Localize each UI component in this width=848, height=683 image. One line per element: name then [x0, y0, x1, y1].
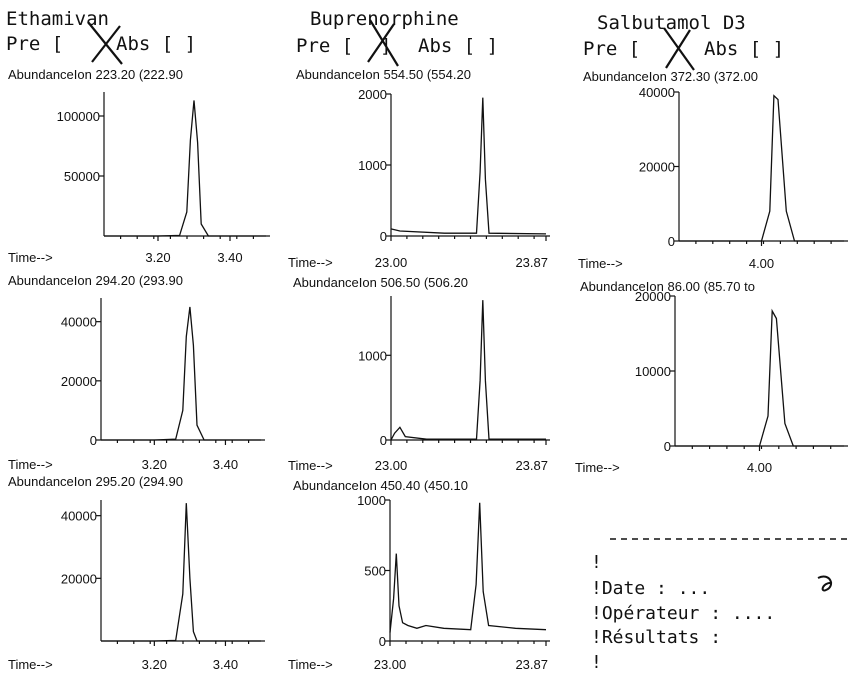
series-line [101, 306, 261, 441]
y-tick-label: 100000 [57, 109, 100, 124]
y-tick-label: 20000 [61, 571, 97, 586]
y-tick-label: 0 [380, 433, 387, 448]
x-axis-label: Time--> [578, 256, 623, 271]
x-tick-label: 3.20 [145, 250, 170, 265]
y-tick-label: 0 [664, 439, 671, 454]
y-tick-label: 1000 [357, 493, 386, 508]
y-tick-label: 50000 [64, 169, 100, 184]
series-line [390, 97, 547, 235]
pre-label-buprenorphine: Pre [ [296, 35, 353, 57]
x-axis-label: Time--> [575, 460, 620, 475]
date-label: !Date : ... [591, 578, 710, 599]
x-tick-label: 23.00 [375, 458, 408, 473]
series-line [389, 502, 547, 633]
x-axis-label: Time--> [8, 250, 53, 265]
pre-label-salbutamol: Pre [ [583, 38, 640, 60]
chart-panel-6: AbundanceIon 86.00 (85.70 to 0 10000 20000 T… [575, 279, 848, 475]
chart-title: AbundanceIon 295.20 (294.90 [8, 474, 183, 489]
y-tick-label: 0 [668, 234, 675, 249]
x-tick-label: 3.20 [142, 657, 167, 672]
checkmark-cross-icon [663, 27, 695, 71]
chart-title: AbundanceIon 506.50 (506.20 [293, 275, 468, 290]
operator-label: !Opérateur : .... [591, 603, 775, 624]
chart-panel-5: AbundanceIon 506.50 (506.20 0 1000 Time--> 2… [288, 275, 550, 473]
x-tick-label: 4.00 [747, 460, 772, 475]
chart-title: AbundanceIon 372.30 (372.00 [583, 69, 758, 84]
x-tick-label: 23.87 [515, 255, 548, 270]
y-tick-label: 2000 [358, 87, 387, 102]
chart-grid: AbundanceIon 223.20 (222.9050000100000Ti… [8, 67, 848, 672]
x-axis-label: Time--> [288, 255, 333, 270]
x-tick-label: 23.00 [374, 657, 407, 672]
series-line [101, 503, 261, 642]
chart-title: AbundanceIon 86.00 (85.70 to [580, 279, 755, 294]
x-axis-label: Time--> [8, 457, 53, 472]
series-line [390, 300, 546, 441]
y-tick-label: 40000 [61, 509, 97, 524]
x-tick-label: 3.40 [217, 250, 242, 265]
compound-name-ethamivan: Ethamivan [6, 8, 109, 30]
y-tick-label: 40000 [639, 85, 675, 100]
y-tick-label: 0 [90, 433, 97, 448]
x-tick-label: 23.00 [375, 255, 408, 270]
chart-panel-8: AbundanceIon 450.40 (450.10 0 500 1000 Time-… [288, 478, 550, 672]
pre-label-ethamivan: Pre [ [6, 33, 63, 55]
chart-panel-2: AbundanceIon 554.50 (554.20 0 1000 2000 Time… [288, 67, 550, 270]
chart-panel-7: AbundanceIon 295.20 (294.90 20000 40000 Tim… [8, 474, 265, 672]
y-tick-label: 20000 [635, 289, 671, 304]
x-tick-label: 23.87 [515, 657, 548, 672]
y-tick-label: 1000 [358, 158, 387, 173]
y-tick-label: 40000 [61, 315, 97, 330]
series-line [104, 100, 266, 237]
y-tick-label: 1000 [358, 348, 387, 363]
abs-label-buprenorphine: Abs [ ] [418, 35, 498, 57]
chart-title: AbundanceIon 223.20 (222.90 [8, 67, 183, 82]
results-label: !Résultats : [591, 627, 721, 648]
compound-name-salbutamol: Salbutamol D3 [597, 12, 746, 34]
chart-panel-1: AbundanceIon 223.20 (222.90 50000 100000 Ti… [8, 67, 270, 265]
chart-panel-4: AbundanceIon 294.20 (293.90 0 20000 40000 Ti… [8, 273, 265, 472]
form-bang: ! [591, 552, 602, 573]
x-tick-label: 3.40 [213, 457, 238, 472]
x-axis-label: Time--> [288, 458, 333, 473]
x-axis-label: Time--> [8, 657, 53, 672]
x-tick-label: 4.00 [749, 256, 774, 271]
x-axis-label: Time--> [288, 657, 333, 672]
checkmark-cross-icon [367, 19, 399, 67]
chart-title: AbundanceIon 294.20 (293.90 [8, 273, 183, 288]
abs-label-ethamivan: Abs [ ] [116, 33, 196, 55]
y-tick-label: 0 [379, 634, 386, 649]
y-tick-label: 20000 [61, 374, 97, 389]
x-tick-label: 3.40 [213, 657, 238, 672]
checkmark-cross-icon [87, 21, 123, 65]
series-line [675, 308, 844, 447]
x-tick-label: 3.20 [142, 457, 167, 472]
y-tick-label: 500 [364, 564, 386, 579]
signature-mark [817, 575, 833, 592]
y-tick-label: 0 [380, 229, 387, 244]
x-tick-label: 23.87 [515, 458, 548, 473]
chart-title: AbundanceIon 554.50 (554.20 [296, 67, 471, 82]
series-line [679, 94, 844, 242]
abs-label-salbutamol: Abs [ ] [704, 38, 784, 60]
chart-title: AbundanceIon 450.40 (450.10 [293, 478, 468, 493]
y-tick-label: 20000 [639, 160, 675, 175]
chart-panel-3: AbundanceIon 372.30 (372.00 0 20000 40000 Ti… [578, 69, 848, 271]
y-tick-label: 10000 [635, 364, 671, 379]
form-bang: ! [591, 652, 602, 673]
compound-name-buprenorphine: Buprenorphine [310, 8, 459, 30]
